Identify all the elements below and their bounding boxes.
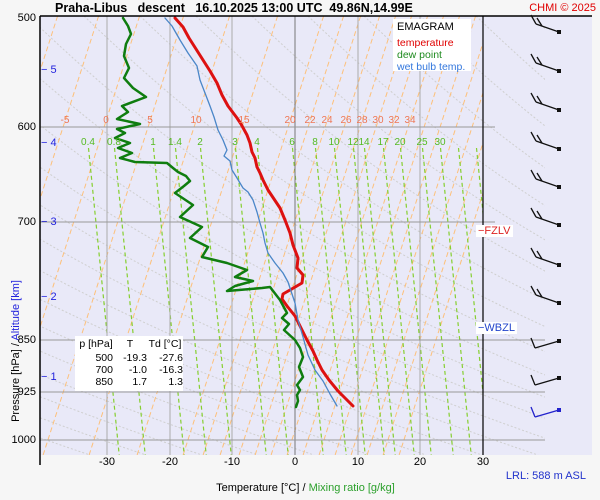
mixing-ratio-label-12: 12: [347, 137, 359, 148]
dry-adiabat-label--5: -5: [60, 115, 70, 126]
wind-barbs-column: [530, 14, 561, 418]
dry-adiabat-label-32: 32: [388, 115, 400, 126]
dry-adiabat-label-22: 22: [304, 115, 316, 126]
mixing-ratio-label-25: 25: [416, 137, 428, 148]
table-cell: -1.0: [128, 364, 147, 376]
legend-item-dewpoint: dew point: [397, 49, 442, 61]
lifting-level-note: LRL: 588 m ASL: [505, 470, 586, 482]
dry-adiabat-label-5: 5: [147, 115, 153, 126]
mixing-ratio-label-4: 4: [254, 137, 260, 148]
table-cell: 1.7: [132, 376, 147, 388]
table-cell: -16.3: [159, 364, 183, 376]
sounding-curves: [113, 16, 355, 409]
temperature-tick--30: -30: [99, 456, 115, 468]
temperature-curve: [173, 16, 355, 408]
wind-barb: [530, 247, 561, 267]
dry-adiabat-label-15: 15: [238, 115, 250, 126]
mixing-ratio-label-0.8: 0.8: [107, 137, 121, 148]
wind-barb: [530, 406, 561, 418]
altitude-tick-5: − 5: [41, 64, 57, 76]
sounding-data-table: p [hPa] T Td [°C] 500 -19.3 -27.6 700 -1…: [75, 336, 183, 391]
pressure-tick-500: 500: [17, 12, 36, 24]
pressure-tick-925: 925: [17, 386, 36, 398]
mixing-ratio-label-20: 20: [394, 137, 406, 148]
pressure-temperature-gridlines: [40, 16, 545, 455]
x-axis-title-mixing-ratio: Mixing ratio [g/kg]: [308, 482, 395, 495]
x-axis-title: Temperature [°C] / Mixing ratio [g/kg]: [216, 482, 395, 495]
table-cell: -27.6: [159, 352, 183, 364]
y-axis-title-altitude: Altitude [km]: [9, 280, 22, 341]
mixing-ratio-label-14: 14: [358, 137, 370, 148]
wind-barb: [530, 53, 561, 73]
mixing-ratio-label-8: 8: [312, 137, 318, 148]
dry-adiabat-label-26: 26: [340, 115, 352, 126]
table-cell: -19.3: [123, 352, 147, 364]
temperature-tick-20: 20: [413, 456, 427, 468]
temperature-tick-30: 30: [476, 456, 490, 468]
dry-adiabat-label-30: 30: [372, 115, 384, 126]
legend-title: EMAGRAM: [397, 21, 454, 33]
dry-adiabat-label-10: 10: [190, 115, 202, 126]
x-axis-title-temperature: Temperature [°C]: [216, 482, 300, 495]
pressure-tick-700: 700: [17, 216, 36, 228]
altitude-tick-2: − 2: [41, 291, 57, 303]
wind-barb: [530, 285, 561, 305]
mixing-ratio-label-3: 3: [232, 137, 238, 148]
mixing-ratio-lines: [87, 147, 483, 455]
temperature-tick-0: 0: [291, 456, 299, 468]
wind-barb: [530, 92, 561, 112]
dry-adiabat-label-28: 28: [356, 115, 368, 126]
table-header-temperature: T: [126, 338, 134, 350]
mixing-ratio-label-2: 2: [197, 137, 203, 148]
dry-adiabat-label-24: 24: [321, 115, 333, 126]
legend-item-wetbulb: wet bulb temp.: [397, 61, 466, 73]
wind-barb: [530, 131, 561, 151]
mixing-ratio-label-30: 30: [434, 137, 446, 148]
temperature-tick--10: -10: [224, 456, 240, 468]
y-axis-title: Pressure [hPa] / Altitude [km]: [9, 280, 22, 422]
mixing-ratio-label-6: 6: [289, 137, 295, 148]
wind-barb: [530, 207, 561, 227]
temperature-tick--20: -20: [162, 456, 178, 468]
wind-barb: [530, 337, 561, 349]
dry-adiabat-label-34: 34: [404, 115, 416, 126]
table-header-dewpoint: Td [°C]: [148, 338, 182, 350]
table-header-pressure: p [hPa]: [79, 338, 113, 350]
temperature-tick-10: 10: [351, 456, 365, 468]
altitude-tick-4: − 4: [41, 137, 57, 149]
mixing-ratio-label-17: 17: [377, 137, 389, 148]
dry-adiabat-label-20: 20: [284, 115, 296, 126]
table-cell: 500: [95, 352, 113, 364]
freezing-level-marker: −FZLV: [476, 225, 513, 237]
wet-bulb-temp--curve: [164, 17, 338, 407]
mixing-ratio-label-0.4: 0.4: [81, 137, 95, 148]
copyright-note: CHMI © 2025: [529, 2, 596, 14]
mixing-ratio-label-1.4: 1.4: [168, 137, 182, 148]
legend: EMAGRAM temperature dew point wet bulb t…: [393, 19, 471, 73]
table-cell: 700: [95, 364, 113, 376]
legend-item-temperature: temperature: [397, 37, 454, 49]
pressure-tick-600: 600: [17, 121, 36, 133]
pressure-tick-1000: 1000: [11, 434, 36, 446]
mixing-ratio-label-1: 1: [150, 137, 156, 148]
dew-point-curve: [113, 16, 305, 409]
altitude-tick-1: − 1: [41, 371, 57, 383]
wind-barb: [530, 169, 561, 189]
chart-title: Praha-Libus descent 16.10.2025 13:00 UTC…: [55, 1, 413, 15]
wind-barb: [530, 374, 561, 386]
mixing-ratio-label-10: 10: [328, 137, 340, 148]
wind-barb: [530, 14, 561, 34]
pressure-tick-850: 850: [17, 334, 36, 346]
dry-adiabat-label-0: 0: [103, 115, 109, 126]
table-cell: 850: [95, 376, 113, 388]
table-cell: 1.3: [168, 376, 183, 388]
altitude-tick-3: − 3: [41, 216, 57, 228]
wet-bulb-zero-marker: −WBZL: [476, 322, 517, 334]
